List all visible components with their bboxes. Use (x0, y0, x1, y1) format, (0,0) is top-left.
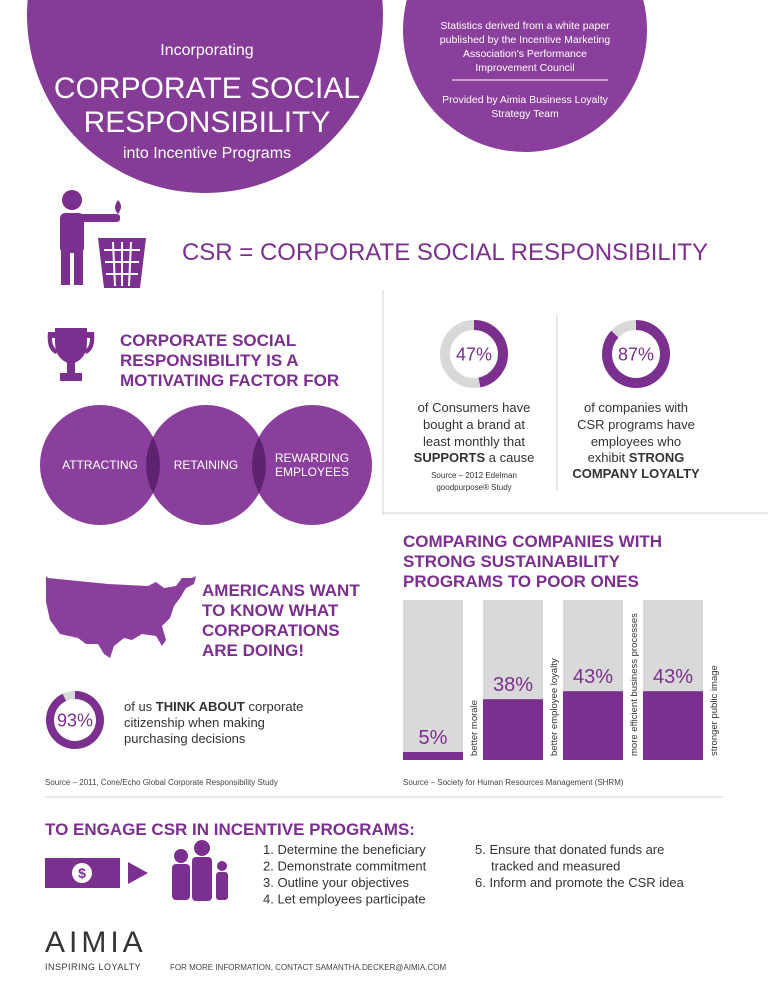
step: 6. Inform and promote the CSR idea (475, 875, 685, 890)
bar (483, 699, 543, 760)
motivating-line: MOTIVATING FACTOR FOR (120, 371, 339, 390)
tagline: INSPIRING LOYALTY (45, 962, 141, 972)
stat-source: Source – 2012 Edelman (431, 471, 517, 480)
americans-line: citizenship when making (124, 715, 265, 730)
donut-arc (473, 320, 508, 388)
stat-tail: a cause (485, 450, 534, 465)
trash-grid (104, 241, 140, 287)
circle-label: EMPLOYEES (275, 465, 349, 479)
donut-label: 47% (456, 344, 492, 364)
circle-label: REWARDING (275, 451, 349, 465)
title-line: CORPORATE SOCIAL (54, 72, 360, 105)
stat-line: employees who (591, 434, 681, 449)
x-tick-label: better employee loyalty (549, 658, 560, 756)
bar-value-label: 38% (493, 674, 533, 696)
x-tick-label: better morale (469, 700, 480, 756)
note-line: Improvement Council (475, 62, 574, 74)
dollar-symbol: $ (78, 865, 86, 881)
stat-line: exhibit STRONG (588, 450, 685, 465)
americans-line: purchasing decisions (124, 731, 246, 746)
step: 4. Let employees participate (263, 892, 426, 907)
note-line: Statistics derived from a white paper (440, 20, 610, 32)
stat-bold: SUPPORTS (414, 450, 486, 465)
stat-line: CSR programs have (577, 417, 695, 432)
chart-title: STRONG SUSTAINABILITY (403, 552, 621, 571)
step: 2. Demonstrate commitment (263, 859, 427, 874)
stat-text: of Consumers have bought a brand at leas… (414, 400, 700, 492)
americans-line: of us THINK ABOUT corporate (124, 699, 303, 714)
x-tick-label: more efficient business processes (629, 613, 640, 756)
stat-line: COMPANY LOYALTY (572, 466, 700, 481)
title-line: RESPONSIBILITY (84, 106, 331, 139)
bar-value-label: 43% (653, 666, 693, 688)
step: 5. Ensure that donated funds are (475, 842, 664, 857)
source: Source – Society for Human Resources Man… (403, 778, 624, 787)
headline: CSR = CORPORATE SOCIAL RESPONSIBILITY (182, 239, 708, 266)
americans-title: AMERICANS WANT (202, 581, 360, 600)
bar (403, 752, 463, 760)
stat-bold: STRONG (629, 450, 685, 465)
note-circle (403, 0, 647, 152)
subtitle: into Incentive Programs (123, 145, 291, 162)
motivating-line: CORPORATE SOCIAL (120, 331, 296, 350)
note-line: Association's Performance (463, 48, 587, 60)
step: 3. Outline your objectives (263, 875, 409, 890)
stat-line: of companies with (584, 400, 688, 415)
bar-value-label: 5% (419, 727, 448, 749)
family-icon (172, 840, 228, 901)
motivating-line: RESPONSIBILITY IS A (120, 351, 299, 370)
contact: FOR MORE INFORMATION, CONTACT SAMANTHA.D… (170, 963, 446, 972)
logo: AIMIA (45, 926, 147, 959)
bar (563, 691, 623, 760)
step: 1. Determine the beneficiary (263, 842, 426, 857)
step: tracked and measured (491, 859, 620, 874)
kicker: Incorporating (160, 42, 253, 59)
americans-title: CORPORATIONS (202, 621, 340, 640)
americans-text: of us THINK ABOUT corporate citizenship … (124, 699, 303, 746)
credit-line: Provided by Aimia Business Loyalty (442, 94, 608, 106)
note-line: published by the Incentive Marketing (440, 34, 611, 46)
circle-label: ATTRACTING (62, 458, 138, 472)
chart-title: COMPARING COMPANIES WITH (403, 532, 662, 551)
americans-title: ARE DOING! (202, 641, 304, 660)
trophy-icon (47, 328, 95, 381)
stat-line: least monthly that (423, 434, 525, 449)
stat-line: bought a brand at (423, 417, 525, 432)
americans-title: TO KNOW WHAT (202, 601, 339, 620)
donut-label: 93% (57, 710, 93, 730)
x-tick-label: stronger public image (709, 665, 720, 756)
dollar-coin (72, 863, 92, 883)
stat-line: SUPPORTS a cause (414, 450, 535, 465)
us-map (46, 576, 196, 658)
venn (40, 405, 372, 525)
header-circle (27, 0, 383, 193)
engage-title: TO ENGAGE CSR IN INCENTIVE PROGRAMS: (45, 820, 415, 839)
stat-source: goodpurpose® Study (436, 483, 511, 492)
stat-head: exhibit (588, 450, 629, 465)
credit-line: Strategy Team (491, 108, 559, 120)
section-lines (45, 290, 768, 798)
donut-arc (46, 691, 104, 749)
source: Source – 2011, Cone/Echo Global Corporat… (45, 778, 278, 787)
chart-title: PROGRAMS TO POOR ONES (403, 572, 639, 591)
bar-value-label: 43% (573, 666, 613, 688)
bar-track (403, 600, 463, 760)
donut-label: 87% (618, 344, 654, 364)
text-bold: THINK ABOUT (156, 699, 245, 714)
arrow (128, 862, 148, 884)
donut-arc (602, 320, 670, 388)
bar (643, 691, 703, 760)
text-seg: corporate (245, 699, 304, 714)
circle-label: RETAINING (174, 458, 238, 472)
stat-line: of Consumers have (418, 400, 531, 415)
text-seg: of us (124, 699, 156, 714)
